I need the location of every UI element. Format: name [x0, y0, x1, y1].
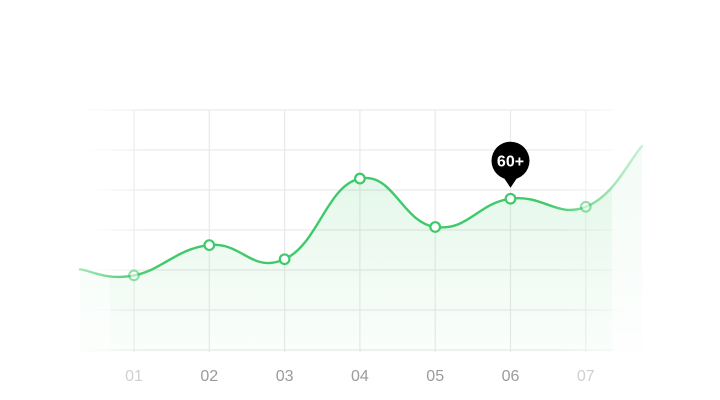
area-fade-right	[612, 100, 720, 360]
series-area	[80, 146, 642, 352]
data-point	[579, 200, 592, 213]
data-point	[278, 253, 291, 266]
x-tick-label: 02	[200, 368, 218, 385]
value-badge: 60+	[491, 141, 530, 188]
badge-circle	[491, 141, 530, 180]
area-layer	[0, 100, 720, 360]
data-point	[354, 172, 366, 185]
area-fade-left	[0, 100, 110, 360]
data-point	[203, 239, 216, 252]
x-tick-label: 01	[125, 368, 143, 385]
x-tick-label: 04	[351, 368, 369, 385]
data-point	[504, 192, 517, 205]
point-layer	[128, 172, 592, 282]
data-point	[429, 221, 442, 233]
data-point	[128, 269, 140, 282]
x-tick-label: 06	[502, 368, 520, 385]
x-tick-label: 07	[577, 368, 595, 385]
x-tick-label: 03	[276, 368, 294, 385]
badge-layer: 60+	[491, 141, 530, 188]
x-tick-label: 05	[426, 368, 444, 385]
badge-label: 60+	[497, 154, 524, 171]
x-axis-ticks: 01 02 03 04 05 06 07	[125, 368, 595, 385]
